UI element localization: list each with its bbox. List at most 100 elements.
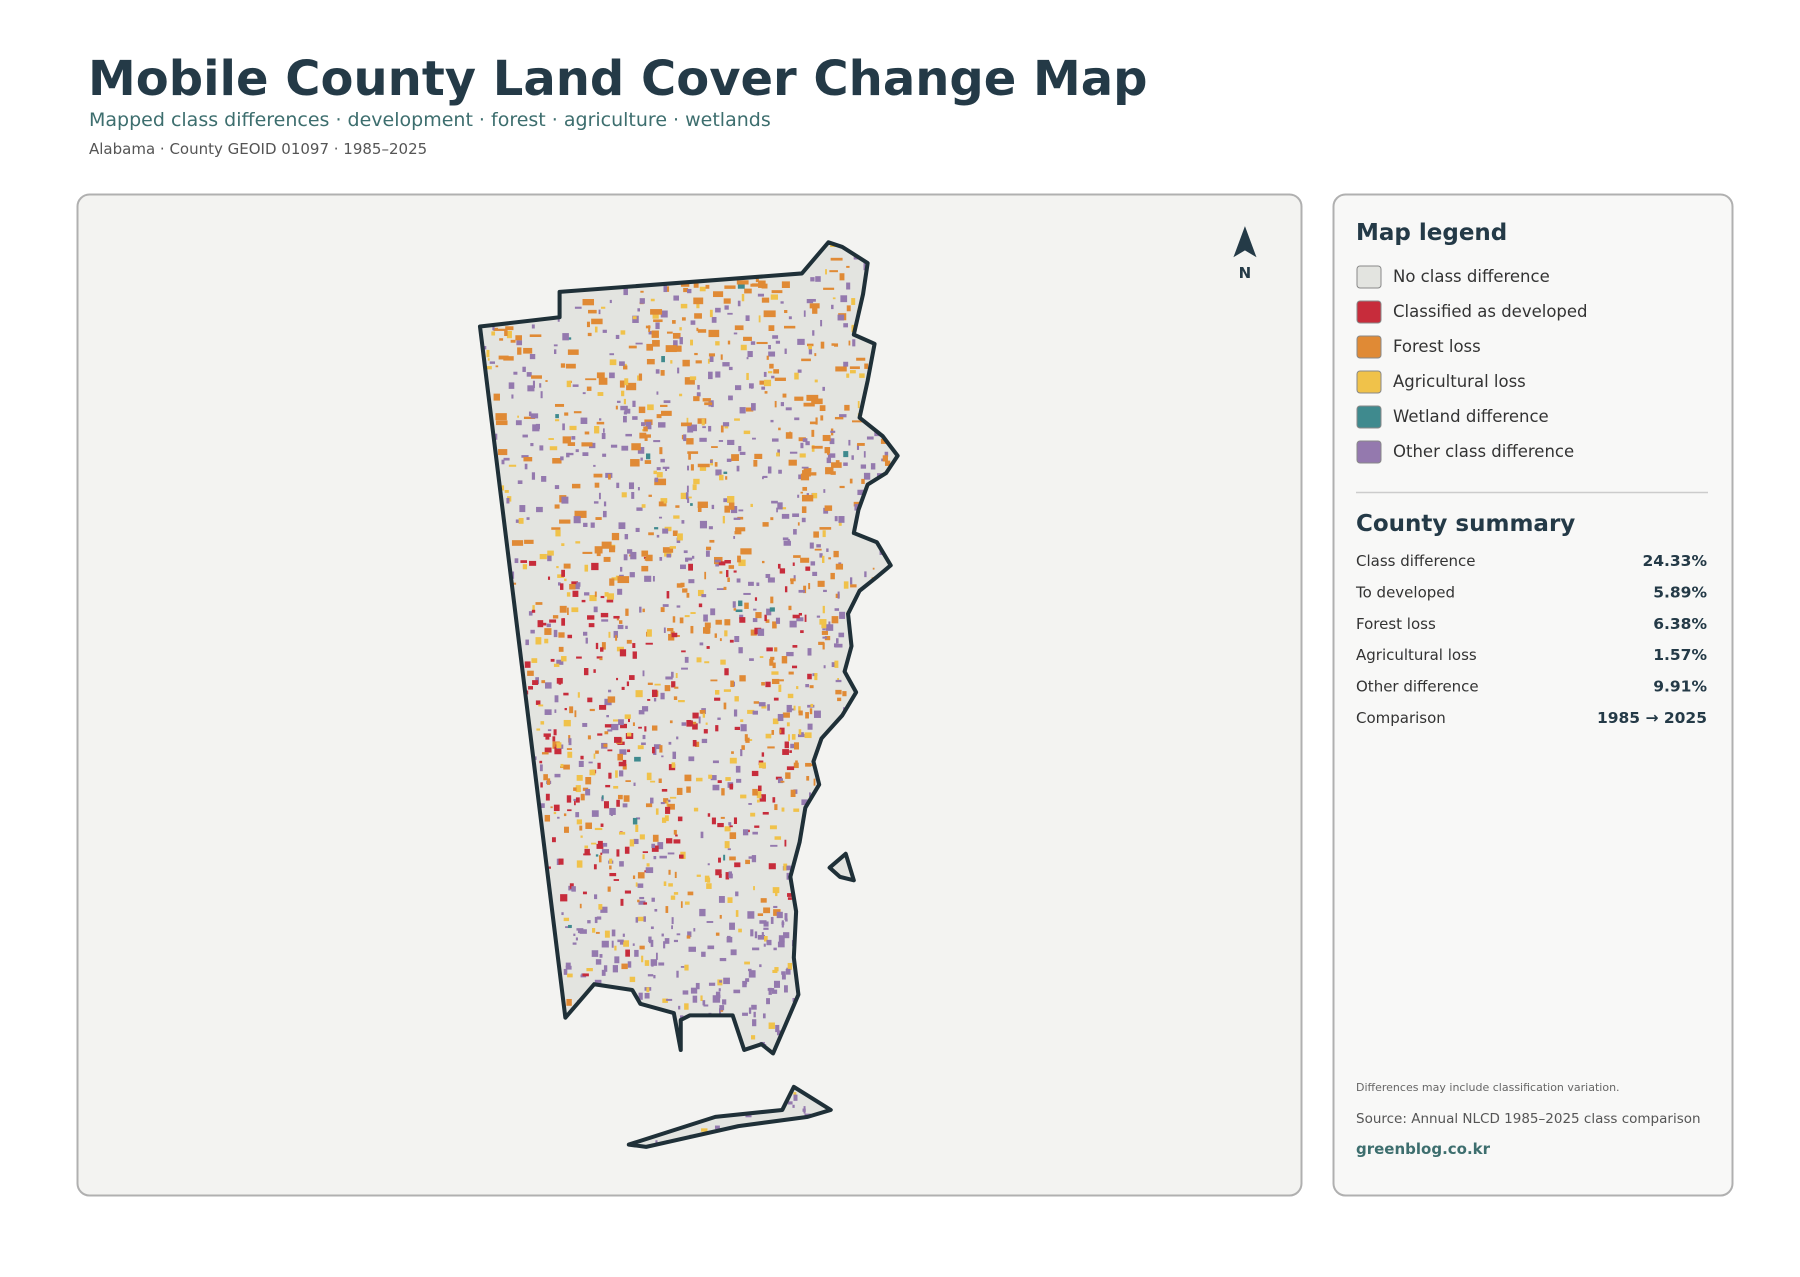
change-pixel: [558, 632, 565, 638]
change-pixel: [611, 577, 618, 581]
change-pixel: [563, 764, 570, 770]
change-pixel: [552, 615, 559, 619]
change-pixel: [571, 607, 579, 613]
change-pixel: [805, 684, 810, 688]
change-pixel: [652, 312, 659, 319]
legend-swatch: [1356, 440, 1382, 464]
change-pixel: [723, 977, 730, 985]
change-pixel: [787, 693, 794, 699]
change-pixel: [531, 472, 536, 480]
change-pixel: [647, 682, 653, 685]
change-pixel: [714, 1125, 720, 1130]
change-pixel: [651, 843, 656, 849]
change-pixel: [797, 338, 805, 345]
change-pixel: [727, 897, 733, 903]
change-pixel: [684, 774, 692, 782]
change-pixel: [680, 492, 687, 500]
change-pixel: [764, 935, 768, 942]
change-pixel: [633, 838, 639, 845]
change-pixel: [620, 898, 624, 906]
change-pixel: [527, 385, 535, 392]
change-pixel: [807, 673, 812, 680]
change-pixel: [767, 988, 775, 991]
change-pixel: [645, 803, 653, 808]
change-pixel: [609, 359, 617, 366]
change-pixel: [696, 327, 699, 332]
change-pixel: [632, 651, 637, 659]
change-pixel: [835, 679, 842, 683]
change-pixel: [708, 371, 713, 380]
change-pixel: [563, 563, 571, 569]
change-pixel: [785, 432, 793, 439]
change-pixel: [715, 307, 721, 313]
change-pixel: [751, 770, 759, 777]
change-pixel: [715, 619, 722, 625]
change-pixel: [511, 540, 524, 546]
change-pixel: [616, 482, 620, 489]
change-pixel: [704, 875, 710, 883]
change-pixel: [619, 749, 627, 755]
change-pixel: [672, 320, 676, 324]
change-pixel: [575, 541, 581, 544]
change-pixel: [843, 581, 849, 589]
change-pixel: [731, 454, 739, 461]
change-pixel: [788, 316, 792, 320]
change-pixel: [814, 353, 817, 357]
change-pixel: [770, 844, 778, 847]
change-pixel: [618, 831, 626, 835]
change-pixel: [580, 793, 585, 801]
change-pixel: [772, 662, 776, 669]
change-pixel: [601, 795, 604, 800]
change-pixel: [492, 325, 495, 331]
change-pixel: [683, 287, 689, 293]
change-pixel: [613, 879, 620, 881]
change-pixel: [566, 452, 570, 458]
change-pixel: [596, 372, 605, 379]
change-pixel: [586, 968, 593, 972]
change-pixel: [694, 352, 698, 356]
change-pixel: [630, 459, 640, 467]
change-pixel: [565, 965, 572, 970]
change-pixel: [797, 369, 802, 373]
change-pixel: [747, 351, 753, 358]
change-pixel: [696, 777, 703, 782]
change-pixel: [692, 995, 698, 1003]
change-pixel: [609, 353, 615, 356]
change-pixel: [733, 332, 738, 335]
change-pixel: [673, 340, 678, 347]
change-pixel: [661, 933, 664, 937]
change-pixel: [687, 451, 699, 454]
change-pixel: [501, 459, 505, 465]
change-pixel: [587, 920, 591, 924]
change-pixel: [690, 625, 694, 634]
change-pixel: [667, 803, 675, 810]
change-pixel: [745, 315, 750, 321]
change-pixel: [593, 606, 598, 613]
change-pixel: [561, 496, 569, 504]
change-pixel: [693, 478, 700, 485]
change-pixel: [554, 695, 559, 703]
change-pixel: [567, 634, 573, 639]
change-pixel: [695, 982, 700, 990]
change-pixel: [812, 307, 818, 314]
change-pixel: [715, 725, 719, 732]
change-pixel: [627, 549, 633, 554]
change-pixel: [580, 417, 588, 424]
change-pixel: [771, 438, 779, 442]
change-pixel: [729, 757, 737, 764]
change-pixel: [517, 415, 519, 418]
legend-label: Forest loss: [1393, 337, 1481, 356]
change-pixel: [648, 532, 654, 536]
change-pixel: [772, 621, 777, 629]
change-pixel: [587, 615, 595, 620]
change-pixel: [761, 705, 767, 709]
summary-value: 5.89%: [1653, 583, 1707, 601]
change-pixel: [789, 708, 796, 711]
change-pixel: [805, 566, 811, 571]
change-pixel: [736, 465, 740, 472]
change-pixel: [809, 421, 817, 425]
change-pixel: [633, 782, 636, 786]
change-pixel: [643, 902, 648, 905]
change-pixel: [790, 789, 796, 798]
